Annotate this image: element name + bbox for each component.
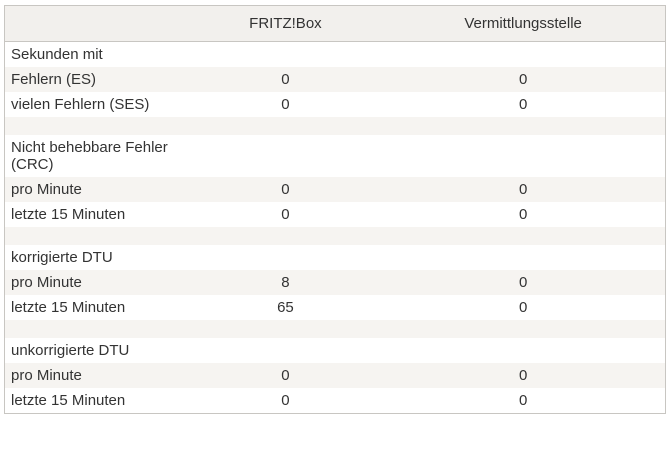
- spacer-cell: [381, 320, 665, 338]
- column-header-empty: [4, 5, 190, 42]
- dsl-error-statistics-table: FRITZ!Box Vermittlungsstelle Sekunden mi…: [4, 5, 666, 414]
- vermittlungsstelle-value-cell: 0: [518, 181, 528, 198]
- fritzbox-value-cell: 8: [281, 274, 290, 291]
- table-row: pro Minute 0 0: [4, 177, 666, 202]
- spacer-cell: [190, 117, 382, 135]
- row-label-cell: letzte 15 Minuten: [11, 392, 126, 409]
- row-label-cell: pro Minute: [11, 367, 82, 384]
- spacer-cell: [190, 320, 382, 338]
- empty-value-cell: [381, 42, 665, 68]
- section-spacer-row: [4, 117, 666, 135]
- fritzbox-value-cell: 0: [281, 71, 290, 88]
- section-title-cell: Nicht behebbare Fehler (CRC): [11, 139, 168, 173]
- row-label-cell: pro Minute: [11, 274, 82, 291]
- vermittlungsstelle-value-cell: 0: [518, 206, 528, 223]
- row-label-cell: vielen Fehlern (SES): [11, 96, 150, 113]
- table-row: letzte 15 Minuten 0 0: [5, 388, 666, 414]
- section-title-cell: korrigierte DTU: [11, 249, 113, 266]
- empty-value-cell: [381, 135, 665, 177]
- section-title-row: Nicht behebbare Fehler (CRC): [5, 135, 666, 177]
- vermittlungsstelle-value-cell: 0: [518, 392, 528, 409]
- vermittlungsstelle-value-cell: 0: [518, 96, 528, 113]
- table-body: Sekunden mit Fehlern (ES) 0 0 vielen Fehlern…: [4, 42, 666, 414]
- row-label-cell: pro Minute: [11, 181, 82, 198]
- fritzbox-value-cell: 0: [281, 392, 290, 409]
- spacer-cell: [381, 227, 665, 245]
- vermittlungsstelle-value-cell: 0: [518, 299, 528, 316]
- table-header-row: FRITZ!Box Vermittlungsstelle: [4, 5, 666, 42]
- row-label-cell: Fehlern (ES): [11, 71, 97, 88]
- fritzbox-value-cell: 0: [281, 367, 290, 384]
- spacer-cell: [5, 320, 190, 338]
- fritzbox-value-cell: 65: [277, 299, 294, 316]
- section-title-cell: Sekunden mit: [11, 46, 103, 63]
- vermittlungsstelle-value-cell: 0: [518, 274, 528, 291]
- empty-value-cell: [381, 245, 665, 270]
- section-title-row: Sekunden mit: [5, 42, 666, 68]
- section-spacer-row: [4, 227, 666, 245]
- spacer-cell: [190, 227, 382, 245]
- column-header-fritzbox: FRITZ!Box: [189, 5, 382, 42]
- vermittlungsstelle-value-cell: 0: [518, 71, 528, 88]
- vermittlungsstelle-value-cell: 0: [518, 367, 528, 384]
- table-row: vielen Fehlern (SES) 0 0: [5, 92, 666, 117]
- spacer-cell: [5, 227, 190, 245]
- section-title-cell: unkorrigierte DTU: [11, 342, 130, 359]
- fritzbox-value-cell: 0: [281, 206, 290, 223]
- empty-value-cell: [381, 338, 665, 363]
- table-row: pro Minute 0 0: [4, 363, 666, 388]
- section-title-row: unkorrigierte DTU: [5, 338, 666, 363]
- table-row: Fehlern (ES) 0 0: [4, 67, 666, 92]
- column-header-vermittlungsstelle: Vermittlungsstelle: [381, 5, 666, 42]
- fritzbox-value-cell: 0: [281, 96, 290, 113]
- empty-value-cell: [190, 135, 382, 177]
- spacer-cell: [381, 117, 665, 135]
- section-title-row: korrigierte DTU: [5, 245, 666, 270]
- empty-value-cell: [190, 338, 382, 363]
- fritzbox-value-cell: 0: [281, 181, 290, 198]
- section-spacer-row: [4, 320, 666, 338]
- spacer-cell: [5, 117, 190, 135]
- row-label-cell: letzte 15 Minuten: [11, 299, 126, 316]
- table-row: letzte 15 Minuten 0 0: [5, 202, 666, 227]
- table-row: pro Minute 8 0: [4, 270, 666, 295]
- table-row: letzte 15 Minuten 65 0: [5, 295, 666, 320]
- row-label-cell: letzte 15 Minuten: [11, 206, 126, 223]
- empty-value-cell: [190, 245, 382, 270]
- empty-value-cell: [190, 42, 382, 68]
